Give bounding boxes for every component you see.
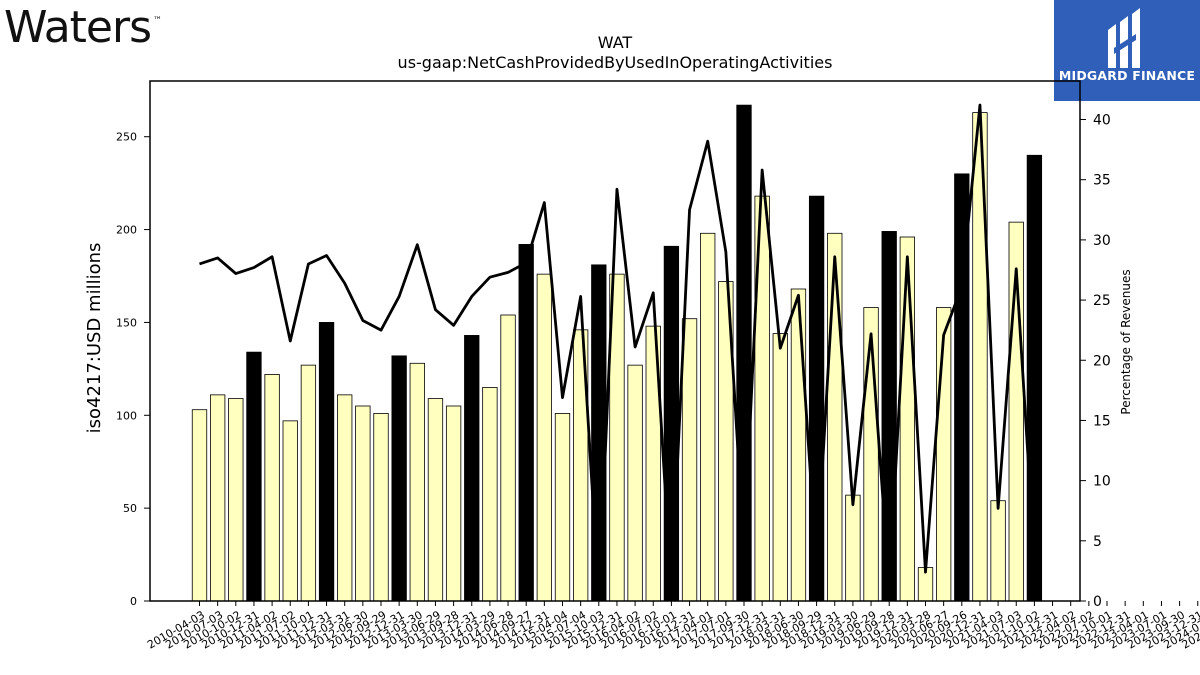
bar-2011-04-02 <box>264 374 280 602</box>
bar-2018-06-30 <box>790 288 807 602</box>
midgard-finance-badge: MIDGARD FINANCE <box>1054 0 1200 101</box>
y-tick-label: 0 <box>130 595 137 608</box>
bar-2011-07-02 <box>282 420 298 602</box>
y2-tick-label: 10 <box>1093 474 1111 490</box>
y-tick-label: 100 <box>116 409 137 422</box>
y-axis-label: iso4217:USD millions <box>84 243 105 434</box>
bar-2018-03-31 <box>772 333 788 602</box>
bar-2014-09-27 <box>518 244 534 602</box>
bar-2021-04-03 <box>990 500 1006 602</box>
y-tick-label: 150 <box>116 316 137 329</box>
bar-2012-03-31 <box>337 394 353 602</box>
bar-2017-04-01 <box>700 232 716 602</box>
bar-2016-10-01 <box>663 245 680 602</box>
bar-2015-10-03 <box>591 264 607 602</box>
bar-2014-12-31 <box>536 273 552 602</box>
y2-tick-label: 40 <box>1093 113 1111 129</box>
bar-2018-12-31 <box>827 232 843 602</box>
y-tick-label: 250 <box>116 131 137 144</box>
chart-subtitle: us-gaap:NetCashProvidedByUsedInOperating… <box>398 53 833 72</box>
bar-2014-06-28 <box>500 314 516 602</box>
bar-2012-06-30 <box>355 405 371 602</box>
midgard-finance-label: MIDGARD FINANCE <box>1058 68 1196 83</box>
bar-2020-12-31 <box>972 112 988 602</box>
y2-axis-label: Percentage of Revenues <box>1119 269 1133 414</box>
bar-2010-07-03 <box>209 394 226 602</box>
bar-2012-09-29 <box>373 413 389 602</box>
bar-2013-09-28 <box>445 405 462 602</box>
y2-tick-label: 35 <box>1093 173 1111 189</box>
y2-tick-label: 5 <box>1093 534 1102 550</box>
y-tick-label: 200 <box>116 224 137 237</box>
bar-2015-04-04 <box>554 413 571 602</box>
bar-2019-09-28 <box>881 231 897 602</box>
bar-2013-06-29 <box>427 398 444 602</box>
waters-logo-tm: ™ <box>153 16 162 26</box>
y2-tick-label: 30 <box>1093 233 1111 249</box>
y2-tick-label: 15 <box>1093 413 1111 429</box>
bar-2016-12-31 <box>681 318 698 602</box>
y-tick-label: 50 <box>123 502 137 515</box>
bar-2018-09-29 <box>808 195 825 602</box>
bar-2010-04-03 <box>191 409 208 602</box>
bar-2019-12-31 <box>899 236 915 602</box>
chart-title: WAT <box>598 33 633 52</box>
y2-tick-label: 25 <box>1093 293 1111 309</box>
bar-2010-10-02 <box>228 398 244 602</box>
bar-2016-04-02 <box>627 364 643 602</box>
bar-2012-12-31 <box>391 355 407 602</box>
midgard-logo-icon <box>1108 8 1140 68</box>
bar-2014-03-29 <box>482 387 498 602</box>
bar-2013-03-30 <box>409 362 425 602</box>
pct-of-revenues-line <box>199 103 1036 600</box>
waters-logo-text: Waters <box>4 2 152 53</box>
y2-tick-label: 0 <box>1093 594 1102 610</box>
bar-2019-03-30 <box>845 494 861 602</box>
waters-logo: Waters ™ <box>4 2 162 53</box>
bar-2021-10-02 <box>1026 154 1043 602</box>
bar-2010-12-31 <box>246 351 262 602</box>
bar-2011-12-31 <box>318 322 335 602</box>
bar-2013-12-31 <box>464 335 480 602</box>
bar-2011-10-01 <box>300 364 317 602</box>
y2-tick-label: 20 <box>1093 353 1111 369</box>
plot-frame <box>149 80 1081 602</box>
